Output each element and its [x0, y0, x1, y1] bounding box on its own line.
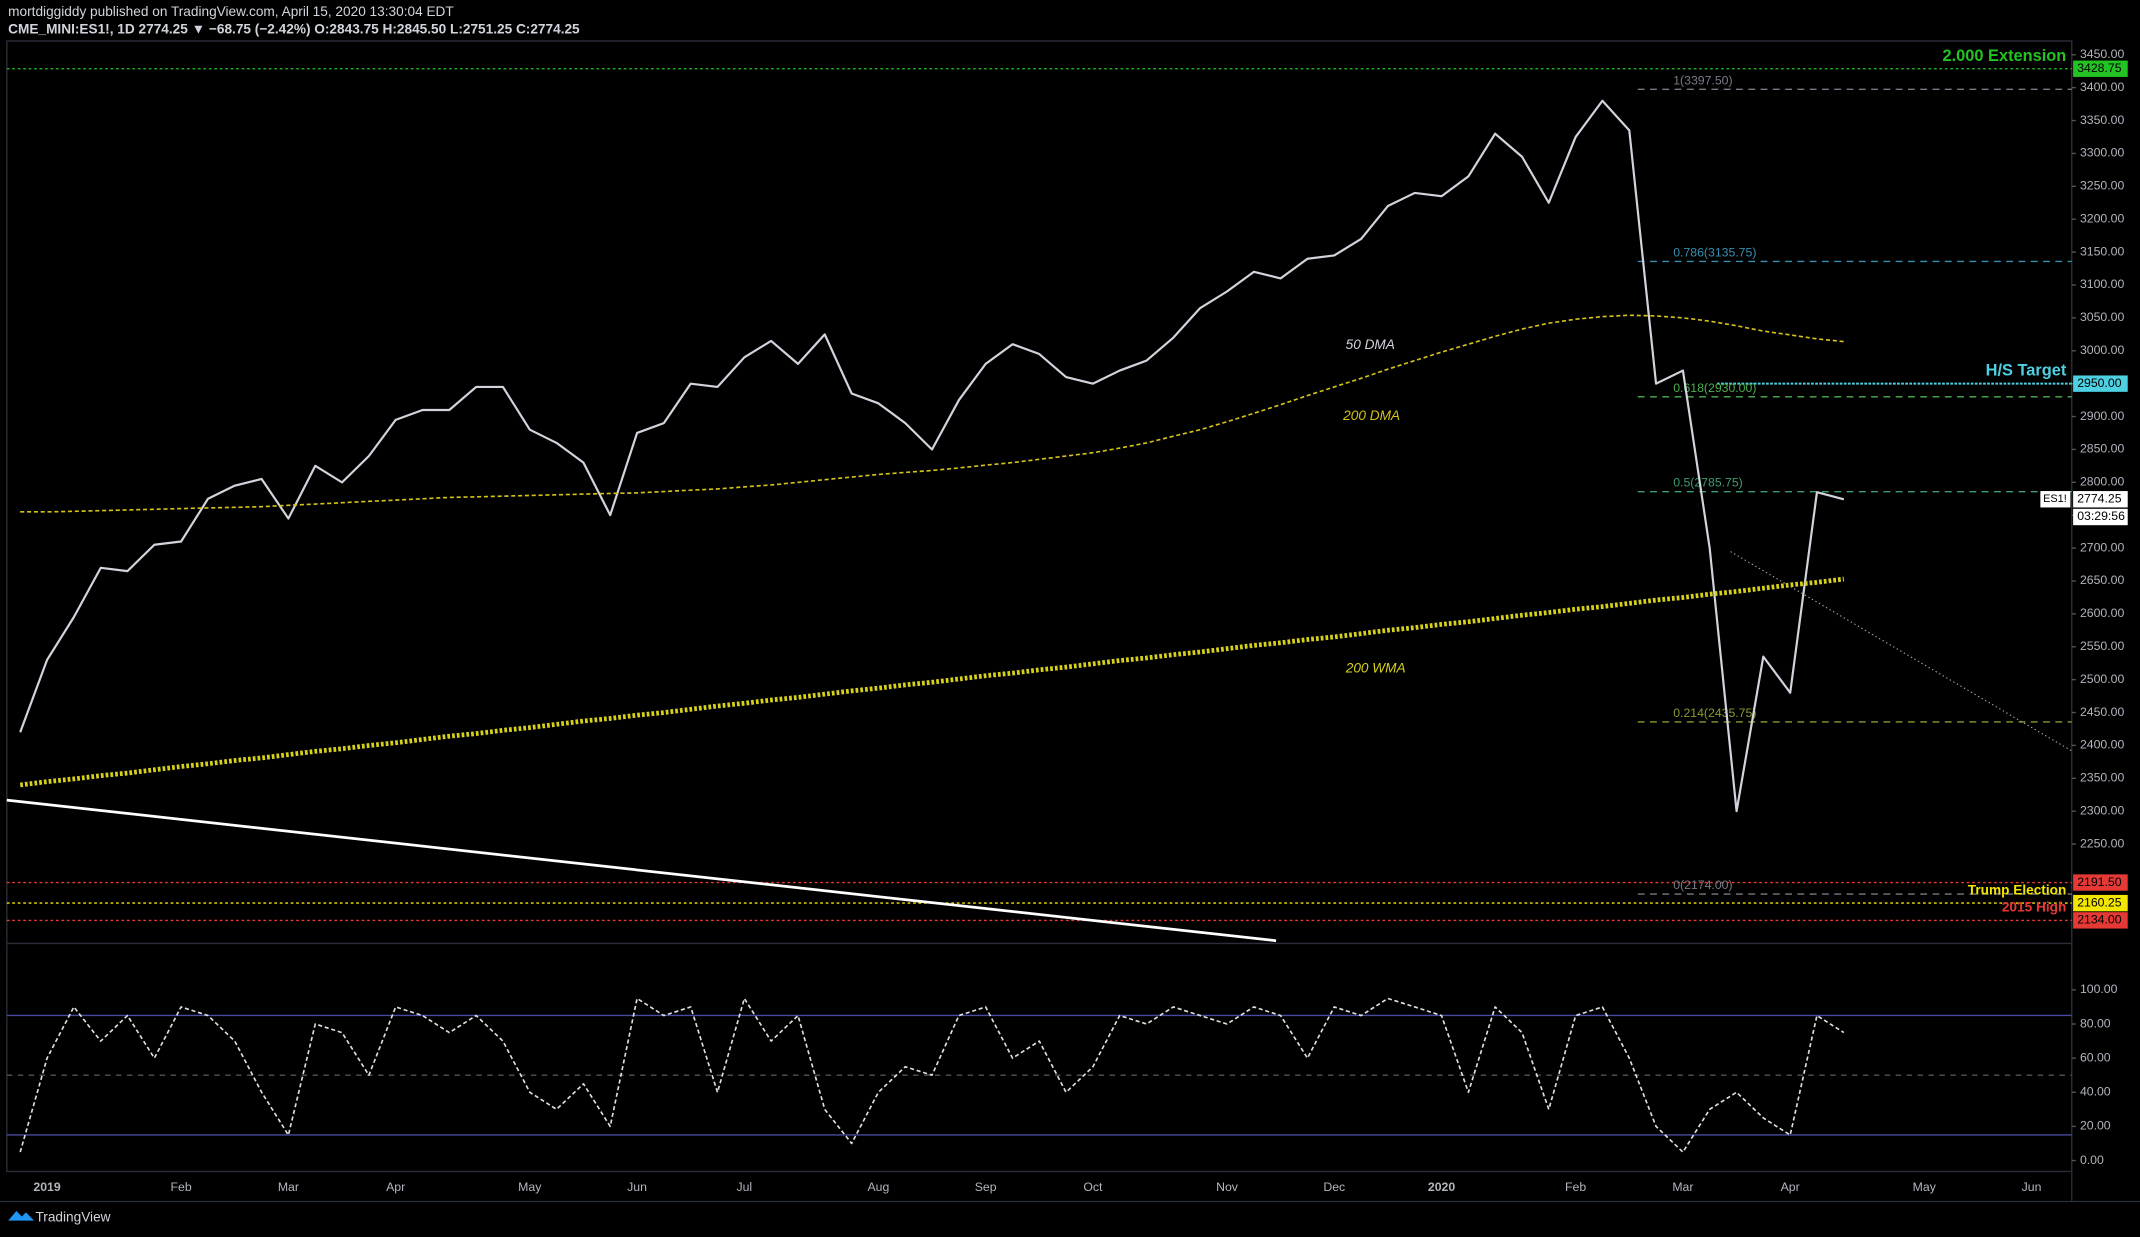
brand[interactable]: TradingView [35, 1209, 110, 1224]
x-tick-label: May [518, 1180, 542, 1194]
symbol-line: CME_MINI:ES1!, 1D 2774.25 ▼ −68.75 (−2.4… [8, 22, 580, 37]
y-tick-label: 2300.00 [2080, 803, 2125, 817]
publisher: mortdiggiddy published on TradingView.co… [8, 4, 454, 19]
y-tick-label: 100.00 [2080, 982, 2118, 996]
x-tick-label: Jun [627, 1180, 647, 1194]
x-tick-label: Aug [867, 1180, 889, 1194]
y-tick-label: 2600.00 [2080, 606, 2125, 620]
symbol-tag-label: ES1! [2043, 493, 2067, 505]
fib-label: 0(2174.00) [1673, 878, 1732, 892]
y-tick-label: 3150.00 [2080, 244, 2125, 258]
price-tag-label: 2160.25 [2077, 895, 2122, 909]
y-tick-label: 3050.00 [2080, 310, 2125, 324]
price-tag [2073, 60, 2128, 77]
x-tick-label: Dec [1323, 1180, 1345, 1194]
y-tick-label: 20.00 [2080, 1119, 2111, 1133]
y-tick-label: 80.00 [2080, 1016, 2111, 1030]
level-label: Trump Election [1968, 882, 2067, 897]
x-tick-label: Sep [975, 1180, 997, 1194]
y-tick-label: 60.00 [2080, 1050, 2111, 1064]
series-line [19, 576, 1845, 788]
price-tag [2073, 894, 2128, 912]
y-tick-label: 2350.00 [2080, 771, 2125, 785]
y-tick-label: 2250.00 [2080, 836, 2125, 850]
trend-line [6, 798, 1277, 943]
level-label: 2.000 Extension [1943, 47, 2067, 65]
countdown: 03:29:56 [2077, 509, 2125, 523]
x-tick-label: 2019 [33, 1180, 60, 1194]
series-line [19, 997, 1845, 1153]
y-tick-label: 3200.00 [2080, 211, 2125, 225]
y-tick-label: 2900.00 [2080, 409, 2125, 423]
trend-line [1730, 551, 2073, 752]
y-tick-label: 2650.00 [2080, 573, 2125, 587]
fib-label: 0.618(2930.00) [1673, 381, 1756, 395]
price-tag-label: 3428.75 [2077, 61, 2122, 75]
x-tick-label: Feb [171, 1180, 192, 1194]
y-tick-label: 2400.00 [2080, 738, 2125, 752]
y-tick-label: 2500.00 [2080, 672, 2125, 686]
fib-label: 0.214(2435.75) [1673, 706, 1756, 720]
symbol-tag [2040, 491, 2071, 508]
y-tick-label: 3000.00 [2080, 343, 2125, 357]
y-tick-label: 3450.00 [2080, 47, 2125, 61]
y-tick-label: 3300.00 [2080, 146, 2125, 160]
y-tick-label: 2800.00 [2080, 475, 2125, 489]
x-tick-label: Feb [1565, 1180, 1586, 1194]
price-tag-label: 2950.00 [2077, 376, 2122, 390]
level-label: H/S Target [1986, 362, 2067, 380]
y-tick-label: 3400.00 [2080, 80, 2125, 94]
x-tick-label: Nov [1216, 1180, 1239, 1194]
y-tick-label: 2700.00 [2080, 540, 2125, 554]
x-tick-label: Mar [1672, 1180, 1693, 1194]
x-tick-label: Jul [736, 1180, 752, 1194]
y-tick-label: 3250.00 [2080, 179, 2125, 193]
y-tick-label: 2450.00 [2080, 705, 2125, 719]
price-tag [2073, 874, 2128, 891]
y-tick-label: 3350.00 [2080, 113, 2125, 127]
y-tick-label: 0.00 [2080, 1153, 2104, 1167]
price-tag-label: 2134.00 [2077, 913, 2122, 927]
fib-label: 0.5(2785.75) [1673, 476, 1743, 490]
y-tick-label: 3100.00 [2080, 277, 2125, 291]
x-tick-label: May [1913, 1180, 1937, 1194]
brand-logo [8, 1211, 35, 1221]
series-line [19, 99, 1845, 813]
x-tick-label: Jun [2022, 1180, 2042, 1194]
x-tick-label: Mar [278, 1180, 299, 1194]
x-tick-label: Apr [1781, 1180, 1800, 1194]
fib-label: 0.786(3135.75) [1673, 246, 1756, 260]
countdown-box [2073, 508, 2128, 526]
x-tick-label: Apr [386, 1180, 405, 1194]
price-tag-label: 2774.25 [2077, 492, 2122, 506]
series-line [20, 314, 1844, 513]
annotation: 50 DMA [1346, 337, 1395, 352]
level-label: 2015 High [2002, 900, 2066, 915]
x-tick-label: Oct [1083, 1180, 1103, 1194]
price-tag [2073, 375, 2128, 392]
series-annotation: 200 DMA [1342, 408, 1400, 423]
series-annotation: 200 WMA [1345, 661, 1406, 676]
fib-label: 1(3397.50) [1673, 73, 1732, 87]
price-tag [2073, 912, 2128, 929]
y-tick-label: 2550.00 [2080, 639, 2125, 653]
price-tag-label: 2191.50 [2077, 875, 2122, 889]
price-tag [2073, 491, 2128, 508]
y-tick-label: 2850.00 [2080, 442, 2125, 456]
y-tick-label: 40.00 [2080, 1085, 2111, 1099]
x-tick-label: 2020 [1428, 1180, 1455, 1194]
